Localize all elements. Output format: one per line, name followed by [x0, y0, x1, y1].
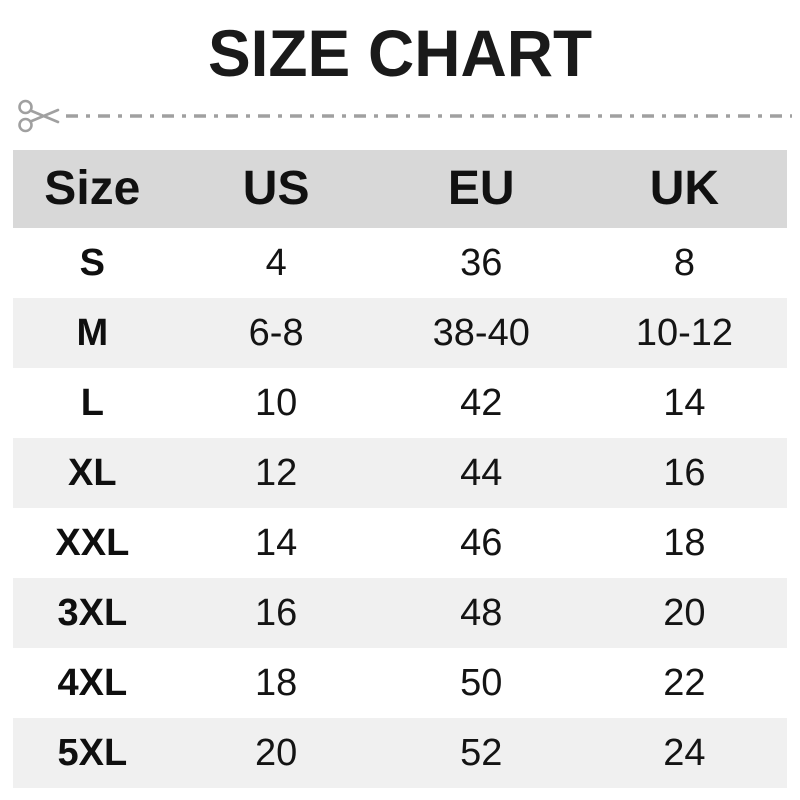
- cut-line: [16, 96, 792, 136]
- us-value: 20: [255, 732, 298, 774]
- us-value: 4: [265, 242, 287, 284]
- column-header-us: US: [242, 162, 310, 215]
- us-value: 6-8: [248, 312, 304, 354]
- table-row-4xl: 4XL 18 50 22: [13, 648, 787, 718]
- eu-value: 38-40: [432, 312, 530, 354]
- size-label: 3XL: [57, 592, 128, 634]
- size-label: S: [79, 242, 105, 284]
- table-row-s: S 4 36 8: [13, 228, 787, 298]
- eu-value: 44: [460, 452, 503, 494]
- eu-value: 36: [460, 242, 503, 284]
- eu-value: 52: [460, 732, 503, 774]
- size-label: 5XL: [57, 732, 128, 774]
- scissors-icon: [18, 99, 60, 133]
- us-value: 14: [255, 522, 298, 564]
- us-value: 10: [255, 382, 298, 424]
- table-header-row: Size US EU UK: [13, 150, 787, 228]
- uk-value: 16: [663, 452, 706, 494]
- us-value: 18: [255, 662, 298, 704]
- uk-value: 18: [663, 522, 706, 564]
- size-chart-page: SIZE CHART Size US EU UK S 4 36 8: [0, 20, 800, 800]
- size-label: L: [80, 382, 104, 424]
- us-value: 16: [255, 592, 298, 634]
- size-label: XXL: [55, 522, 130, 564]
- table-row-m: M 6-8 38-40 10-12: [13, 298, 787, 368]
- page-title: SIZE CHART: [207, 16, 593, 90]
- uk-value: 24: [663, 732, 706, 774]
- uk-value: 14: [663, 382, 706, 424]
- uk-value: 8: [673, 242, 695, 284]
- column-header-eu: EU: [447, 162, 515, 215]
- uk-value: 10-12: [635, 312, 734, 354]
- column-header-uk: UK: [649, 162, 720, 215]
- eu-value: 42: [460, 382, 503, 424]
- size-chart-table: Size US EU UK S 4 36 8 M 6-8 38-40 10-12…: [13, 150, 787, 788]
- table-row-5xl: 5XL 20 52 24: [13, 718, 787, 788]
- eu-value: 48: [460, 592, 503, 634]
- table-row-xl: XL 12 44 16: [13, 438, 787, 508]
- uk-value: 22: [663, 662, 706, 704]
- size-label: 4XL: [57, 662, 128, 704]
- size-label: XL: [68, 452, 117, 494]
- dashed-cut-line: [66, 114, 792, 118]
- table-row-l: L 10 42 14: [13, 368, 787, 438]
- table-row-xxl: XXL 14 46 18: [13, 508, 787, 578]
- table-row-3xl: 3XL 16 48 20: [13, 578, 787, 648]
- column-header-size: Size: [44, 162, 141, 215]
- eu-value: 50: [460, 662, 503, 704]
- us-value: 12: [255, 452, 298, 494]
- eu-value: 46: [460, 522, 503, 564]
- size-label: M: [76, 312, 109, 354]
- uk-value: 20: [663, 592, 706, 634]
